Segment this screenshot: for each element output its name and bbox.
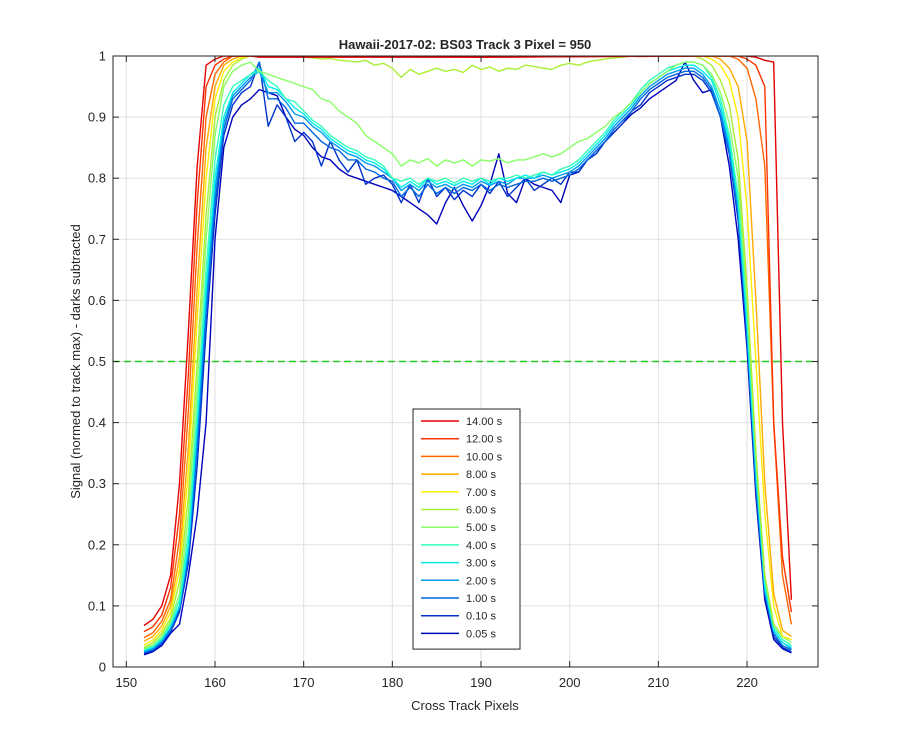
series-line-7-00-s (143, 56, 792, 646)
y-tick-label-3: 0.3 (88, 476, 106, 491)
chart-title: Hawaii-2017-02: BS03 Track 3 Pixel = 950 (339, 37, 592, 52)
y-tick-label-0: 0 (99, 660, 106, 675)
legend-label: 10.00 s (466, 451, 503, 463)
series-line-1-00-s (143, 61, 792, 653)
y-tick-label-6: 0.6 (88, 293, 106, 308)
y-tick-label-8: 0.8 (88, 171, 106, 186)
series-line-8-00-s (143, 56, 792, 642)
series-line-14-00-s (143, 56, 793, 627)
legend-label: 0.10 s (466, 611, 496, 623)
series-line-0-10-s (143, 61, 792, 655)
legend-label: 5.00 s (466, 522, 496, 534)
series-line-5-00-s (143, 61, 792, 650)
x-tick-label-5: 200 (559, 675, 581, 690)
y-tick-label-2: 0.2 (88, 537, 106, 552)
legend-label: 14.00 s (466, 416, 503, 428)
y-tick-label-10: 1 (99, 49, 106, 64)
x-tick-label-2: 170 (293, 675, 315, 690)
series-line-10-00-s (143, 56, 793, 639)
y-axis-label: Signal (normed to track max) - darks sub… (68, 224, 83, 499)
x-tick-label-1: 160 (204, 675, 226, 690)
x-tick-label-3: 180 (381, 675, 403, 690)
legend-label: 3.00 s (466, 558, 496, 570)
y-tick-label-5: 0.5 (88, 354, 106, 369)
legend-label: 4.00 s (466, 540, 496, 552)
legend-label: 6.00 s (466, 505, 496, 517)
y-tick-label-1: 0.1 (88, 598, 106, 613)
legend-label: 0.05 s (466, 628, 496, 640)
x-tick-label-0: 150 (115, 675, 137, 690)
x-tick-label-7: 220 (736, 675, 758, 690)
legend-label: 1.00 s (466, 593, 496, 605)
y-tick-label-4: 0.4 (88, 415, 106, 430)
series-group (143, 56, 793, 656)
legend-label: 2.00 s (466, 575, 496, 587)
axis-ticks: 150 160 170 180 190 200 210 220 0 0.1 0.2 0.3 0.4 0.5… (88, 49, 818, 690)
series-line-2-00-s (143, 67, 792, 653)
y-tick-label-7: 0.7 (88, 232, 106, 247)
series-line-12-00-s (143, 56, 793, 633)
x-tick-label-6: 210 (648, 675, 670, 690)
series-line-6-00-s (143, 56, 792, 649)
legend-label: 8.00 s (466, 469, 496, 481)
y-tick-label-9: 0.9 (88, 110, 106, 125)
x-tick-label-4: 190 (470, 675, 492, 690)
legend-label: 12.00 s (466, 434, 503, 446)
legend-box (412, 408, 521, 650)
x-axis-label: Cross Track Pixels (411, 698, 519, 713)
legend: 14.00 s 12.00 s 10.00 s 8.00 s 7.00 s 6.00 s 5… (412, 408, 521, 650)
legend-label: 7.00 s (466, 487, 496, 499)
